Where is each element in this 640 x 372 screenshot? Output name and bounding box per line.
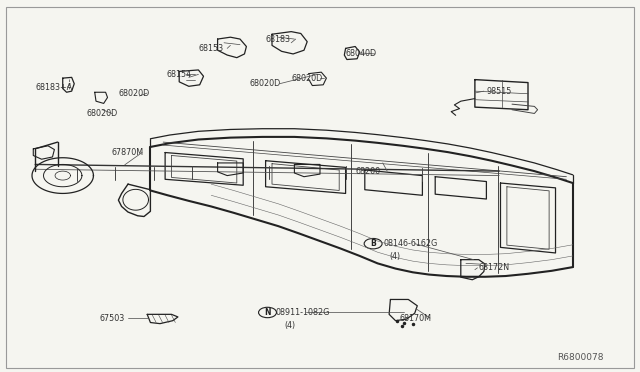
Text: 67870M: 67870M: [112, 148, 144, 157]
Text: R6800078: R6800078: [557, 353, 604, 362]
Text: 08146-6162G: 08146-6162G: [384, 239, 438, 248]
Text: 68183+A: 68183+A: [35, 83, 72, 92]
Text: 98515: 98515: [486, 87, 512, 96]
Text: B: B: [371, 239, 376, 248]
Text: 68020D: 68020D: [118, 89, 150, 97]
Text: 68020D: 68020D: [250, 79, 281, 88]
Text: 68154: 68154: [166, 70, 191, 79]
Text: 67503: 67503: [99, 314, 124, 323]
Text: 68040D: 68040D: [346, 49, 377, 58]
Text: 68020D: 68020D: [291, 74, 323, 83]
Text: (4): (4): [389, 252, 400, 261]
Text: 08911-1082G: 08911-1082G: [275, 308, 330, 317]
Text: 68170M: 68170M: [400, 314, 432, 323]
Text: 68172N: 68172N: [479, 263, 510, 272]
Text: 68153: 68153: [198, 44, 223, 53]
Text: N: N: [264, 308, 271, 317]
Text: 68200: 68200: [355, 167, 380, 176]
Text: (4): (4): [285, 321, 296, 330]
Text: 68183: 68183: [266, 35, 291, 44]
Text: 68020D: 68020D: [86, 109, 118, 118]
